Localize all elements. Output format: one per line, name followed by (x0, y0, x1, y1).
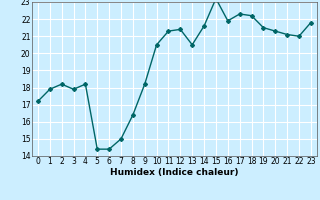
X-axis label: Humidex (Indice chaleur): Humidex (Indice chaleur) (110, 168, 239, 177)
